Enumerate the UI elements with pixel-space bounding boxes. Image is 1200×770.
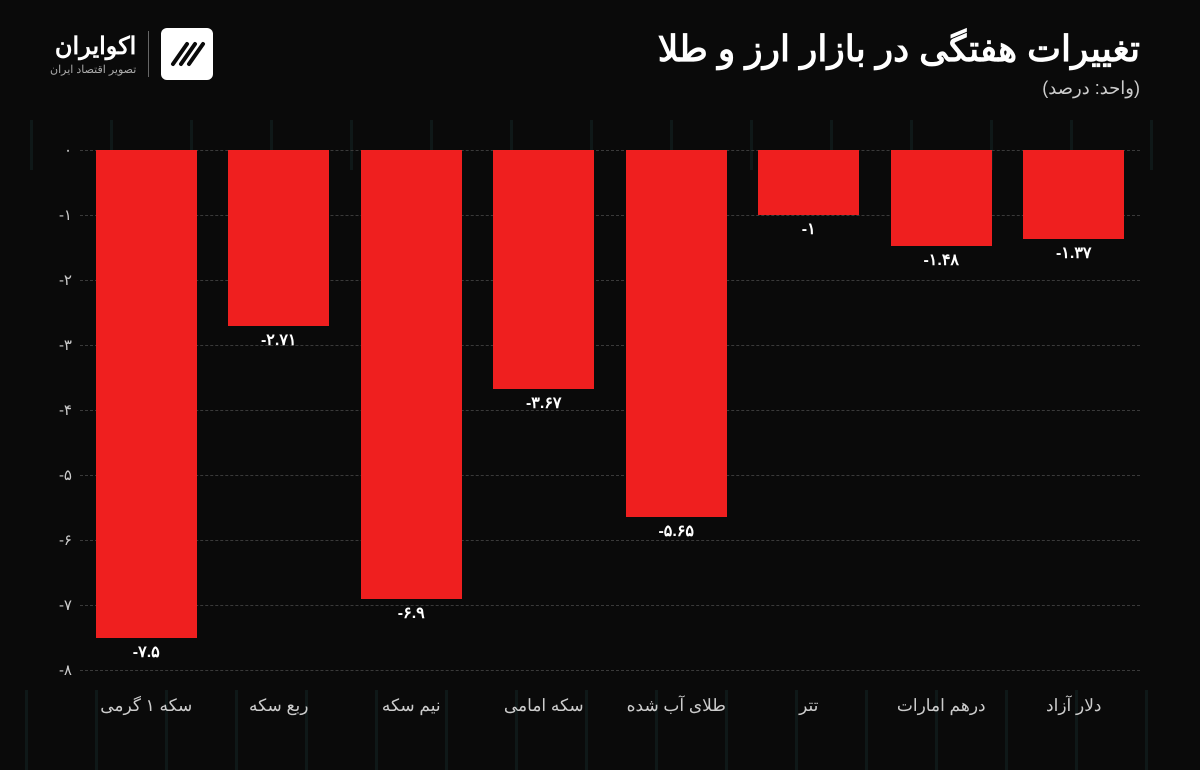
- bar: -۷.۵: [96, 150, 197, 638]
- y-tick-label: -۲: [40, 271, 72, 289]
- logo-text: اکوایران تصویر اقتصاد ایران: [50, 32, 136, 76]
- brand-logo: اکوایران تصویر اقتصاد ایران: [50, 28, 213, 80]
- gridline: [80, 670, 1140, 671]
- bar-value-label: -۲.۷۱: [261, 330, 297, 350]
- bar-value-label: -۱.۴۸: [923, 250, 959, 270]
- bar-slot: -۵.۶۵: [610, 150, 743, 670]
- x-tick-label: ربع سکه: [213, 696, 346, 716]
- chart-subtitle: (واحد: درصد): [658, 78, 1140, 99]
- bar: -۳.۶۷: [493, 150, 594, 389]
- chart-title: تغییرات هفتگی در بازار ارز و طلا: [658, 28, 1140, 70]
- bar-value-label: -۱.۳۷: [1056, 243, 1092, 263]
- x-tick-label: سکه امامی: [478, 696, 611, 716]
- bar-slot: -۶.۹: [345, 150, 478, 670]
- bar: -۶.۹: [361, 150, 462, 599]
- bar-value-label: -۷.۵: [133, 642, 160, 662]
- chart-header: تغییرات هفتگی در بازار ارز و طلا (واحد: …: [658, 28, 1140, 99]
- chart-plot-area: ۰-۱-۲-۳-۴-۵-۶-۷-۸-۷.۵-۲.۷۱-۶.۹-۳.۶۷-۵.۶۵…: [80, 150, 1140, 670]
- bar: -۲.۷۱: [228, 150, 329, 326]
- y-tick-label: -۸: [40, 661, 72, 679]
- logo-name: اکوایران: [50, 32, 136, 61]
- bar-slot: -۱.۴۸: [875, 150, 1008, 670]
- y-tick-label: -۵: [40, 466, 72, 484]
- bar: -۵.۶۵: [626, 150, 727, 517]
- y-tick-label: -۴: [40, 401, 72, 419]
- x-tick-label: درهم امارات: [875, 696, 1008, 716]
- bar: -۱: [758, 150, 859, 215]
- bar-slot: -۲.۷۱: [213, 150, 346, 670]
- x-tick-label: تتر: [743, 696, 876, 716]
- logo-tagline: تصویر اقتصاد ایران: [50, 63, 136, 76]
- x-axis-labels: سکه ۱ گرمیربع سکهنیم سکهسکه امامیطلای آب…: [80, 696, 1140, 716]
- x-tick-label: دلار آزاد: [1008, 696, 1141, 716]
- y-tick-label: -۶: [40, 531, 72, 549]
- bar-slot: -۳.۶۷: [478, 150, 611, 670]
- bar-value-label: -۶.۹: [398, 603, 425, 623]
- bar-slot: -۷.۵: [80, 150, 213, 670]
- y-tick-label: ۰: [40, 141, 72, 159]
- logo-divider: [148, 31, 149, 77]
- bar-slot: -۱.۳۷: [1008, 150, 1141, 670]
- x-tick-label: نیم سکه: [345, 696, 478, 716]
- bar: -۱.۴۸: [891, 150, 992, 246]
- x-tick-label: سکه ۱ گرمی: [80, 696, 213, 716]
- y-tick-label: -۷: [40, 596, 72, 614]
- y-tick-label: -۱: [40, 206, 72, 224]
- bar-slot: -۱: [743, 150, 876, 670]
- bars-container: -۷.۵ -۲.۷۱ -۶.۹ -۳.۶۷ -۵.۶۵ -۱ -۱.۴۸ -۱.۳۷: [80, 150, 1140, 670]
- bar: -۱.۳۷: [1023, 150, 1124, 239]
- bar-value-label: -۵.۶۵: [658, 521, 694, 541]
- bar-value-label: -۱: [802, 219, 816, 239]
- logo-icon: [161, 28, 213, 80]
- x-tick-label: طلای آب شده: [610, 696, 743, 716]
- y-tick-label: -۳: [40, 336, 72, 354]
- bar-value-label: -۳.۶۷: [526, 393, 562, 413]
